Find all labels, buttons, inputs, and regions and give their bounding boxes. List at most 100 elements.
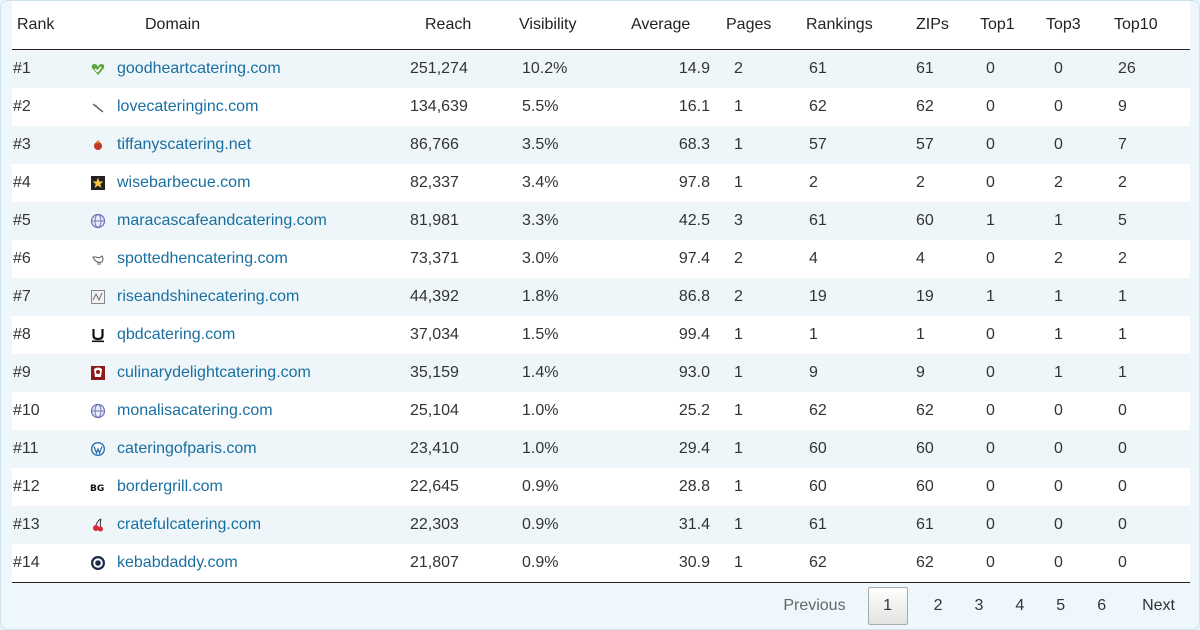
domain-link[interactable]: cratefulcatering.com bbox=[117, 516, 262, 533]
table-row[interactable]: #2 lovecateringinc.com 134,639 5.5% 16.1 1 62 6… bbox=[12, 88, 1190, 126]
table-row[interactable]: #1 goodheartcatering.com 251,274 10.2% 14.9 2… bbox=[12, 49, 1190, 88]
header-domain[interactable]: Domain bbox=[90, 1, 410, 50]
pages-cell: 1 bbox=[724, 544, 804, 583]
pages-cell: 1 bbox=[724, 468, 804, 506]
header-pages[interactable]: Pages bbox=[724, 1, 804, 50]
top3-cell: 1 bbox=[1046, 202, 1114, 240]
table-row[interactable]: #8 qbdcatering.com 37,034 1.5% 99.4 1 1 1 0 1 1 bbox=[12, 316, 1190, 354]
rankings-cell: 61 bbox=[804, 506, 916, 544]
rankings-cell: 2 bbox=[804, 164, 916, 202]
zips-cell: 4 bbox=[916, 240, 978, 278]
domain-link[interactable]: kebabdaddy.com bbox=[117, 554, 238, 571]
page-button-6[interactable]: 6 bbox=[1097, 597, 1107, 614]
reach-cell: 81,981 bbox=[410, 202, 518, 240]
top1-cell: 0 bbox=[978, 316, 1046, 354]
domain-link[interactable]: lovecateringinc.com bbox=[117, 98, 259, 115]
top1-cell: 1 bbox=[978, 202, 1046, 240]
header-visibility[interactable]: Visibility bbox=[518, 1, 628, 50]
table-row[interactable]: #5 maracascafeandcatering.com 81,981 3.3% 42… bbox=[12, 202, 1190, 240]
top1-cell: 0 bbox=[978, 88, 1046, 126]
next-page-button[interactable]: Next bbox=[1142, 597, 1175, 614]
top1-cell: 0 bbox=[978, 392, 1046, 430]
red-chef-icon bbox=[90, 365, 106, 381]
domain-link[interactable]: maracascafeandcatering.com bbox=[117, 212, 327, 229]
table-row[interactable]: #3 tiffanyscatering.net 86,766 3.5% 68.3 1 57 5… bbox=[12, 126, 1190, 164]
reach-cell: 134,639 bbox=[410, 88, 518, 126]
top3-cell: 0 bbox=[1046, 468, 1114, 506]
zips-cell: 57 bbox=[916, 126, 978, 164]
rank-cell: #4 bbox=[12, 164, 90, 202]
zips-cell: 9 bbox=[916, 354, 978, 392]
rank-cell: #6 bbox=[12, 240, 90, 278]
page-button-2[interactable]: 2 bbox=[933, 597, 943, 614]
table-row[interactable]: #7 riseandshinecatering.com 44,392 1.8% 86.8… bbox=[12, 278, 1190, 316]
domain-cell: goodheartcatering.com bbox=[90, 49, 410, 88]
table-row[interactable]: #4 wisebarbecue.com 82,337 3.4% 97.8 1 2 2 0 2 2 bbox=[12, 164, 1190, 202]
average-cell: 97.8 bbox=[628, 164, 724, 202]
table-row[interactable]: #10 monalisacatering.com 25,104 1.0% 25.2 1 62… bbox=[12, 392, 1190, 430]
average-cell: 97.4 bbox=[628, 240, 724, 278]
page-button-5[interactable]: 5 bbox=[1056, 597, 1066, 614]
rank-cell: #12 bbox=[12, 468, 90, 506]
sunrise-logo-icon bbox=[90, 289, 106, 305]
zips-cell: 60 bbox=[916, 202, 978, 240]
top3-cell: 0 bbox=[1046, 392, 1114, 430]
domain-link[interactable]: cateringofparis.com bbox=[117, 440, 257, 457]
header-top10[interactable]: Top10 bbox=[1114, 1, 1190, 50]
header-rank[interactable]: Rank bbox=[12, 1, 90, 50]
domain-cell: cratefulcatering.com bbox=[90, 506, 410, 544]
table-row[interactable]: #13 cratefulcatering.com 22,303 0.9% 31.4 1 61… bbox=[12, 506, 1190, 544]
rank-cell: #5 bbox=[12, 202, 90, 240]
header-reach[interactable]: Reach bbox=[410, 1, 518, 50]
previous-page-button[interactable]: Previous bbox=[783, 597, 846, 614]
header-top1[interactable]: Top1 bbox=[978, 1, 1046, 50]
domain-link[interactable]: qbdcatering.com bbox=[117, 326, 236, 343]
visibility-cell: 10.2% bbox=[518, 49, 628, 88]
header-rankings[interactable]: Rankings bbox=[804, 1, 916, 50]
domain-link[interactable]: tiffanyscatering.net bbox=[117, 136, 252, 153]
page-button-1[interactable]: 1 bbox=[867, 587, 908, 625]
zips-cell: 2 bbox=[916, 164, 978, 202]
visibility-cell: 5.5% bbox=[518, 88, 628, 126]
visibility-cell: 1.8% bbox=[518, 278, 628, 316]
visibility-cell: 0.9% bbox=[518, 506, 628, 544]
reach-cell: 23,410 bbox=[410, 430, 518, 468]
reach-cell: 82,337 bbox=[410, 164, 518, 202]
domain-link[interactable]: wisebarbecue.com bbox=[117, 174, 251, 191]
zips-cell: 62 bbox=[916, 544, 978, 583]
domain-cell: lovecateringinc.com bbox=[90, 88, 410, 126]
rank-cell: #8 bbox=[12, 316, 90, 354]
table-row[interactable]: #6 spottedhencatering.com 73,371 3.0% 97.4 2 4… bbox=[12, 240, 1190, 278]
table-row[interactable]: #9 culinarydelightcatering.com 35,159 1.4% 9… bbox=[12, 354, 1190, 392]
visibility-cell: 1.0% bbox=[518, 392, 628, 430]
average-cell: 25.2 bbox=[628, 392, 724, 430]
average-cell: 28.8 bbox=[628, 468, 724, 506]
table-row[interactable]: #12 BG bordergrill.com 22,645 0.9% 28.8 1 60 60 0… bbox=[12, 468, 1190, 506]
rank-cell: #2 bbox=[12, 88, 90, 126]
header-average[interactable]: Average bbox=[628, 1, 724, 50]
rank-cell: #13 bbox=[12, 506, 90, 544]
table-row[interactable]: #11 cateringofparis.com 23,410 1.0% 29.4 1 60 6… bbox=[12, 430, 1190, 468]
zips-cell: 60 bbox=[916, 430, 978, 468]
page-button-4[interactable]: 4 bbox=[1015, 597, 1025, 614]
top1-cell: 0 bbox=[978, 240, 1046, 278]
domain-link[interactable]: spottedhencatering.com bbox=[117, 250, 288, 267]
domain-link[interactable]: culinarydelightcatering.com bbox=[117, 364, 311, 381]
pages-cell: 2 bbox=[724, 278, 804, 316]
pages-cell: 1 bbox=[724, 126, 804, 164]
rank-cell: #1 bbox=[12, 49, 90, 88]
header-top3[interactable]: Top3 bbox=[1046, 1, 1114, 50]
star-badge-icon bbox=[90, 175, 106, 191]
top10-cell: 0 bbox=[1114, 392, 1190, 430]
bg-letters-icon: BG bbox=[90, 479, 106, 495]
page-button-3[interactable]: 3 bbox=[974, 597, 984, 614]
domain-link[interactable]: goodheartcatering.com bbox=[117, 60, 281, 77]
domain-link[interactable]: monalisacatering.com bbox=[117, 402, 273, 419]
domain-link[interactable]: bordergrill.com bbox=[117, 478, 223, 495]
domain-link[interactable]: riseandshinecatering.com bbox=[117, 288, 300, 305]
header-zips[interactable]: ZIPs bbox=[916, 1, 978, 50]
domain-cell: maracascafeandcatering.com bbox=[90, 202, 410, 240]
table-row[interactable]: #14 kebabdaddy.com 21,807 0.9% 30.9 1 62 62 0 0 0 bbox=[12, 544, 1190, 583]
average-cell: 42.5 bbox=[628, 202, 724, 240]
top10-cell: 1 bbox=[1114, 316, 1190, 354]
